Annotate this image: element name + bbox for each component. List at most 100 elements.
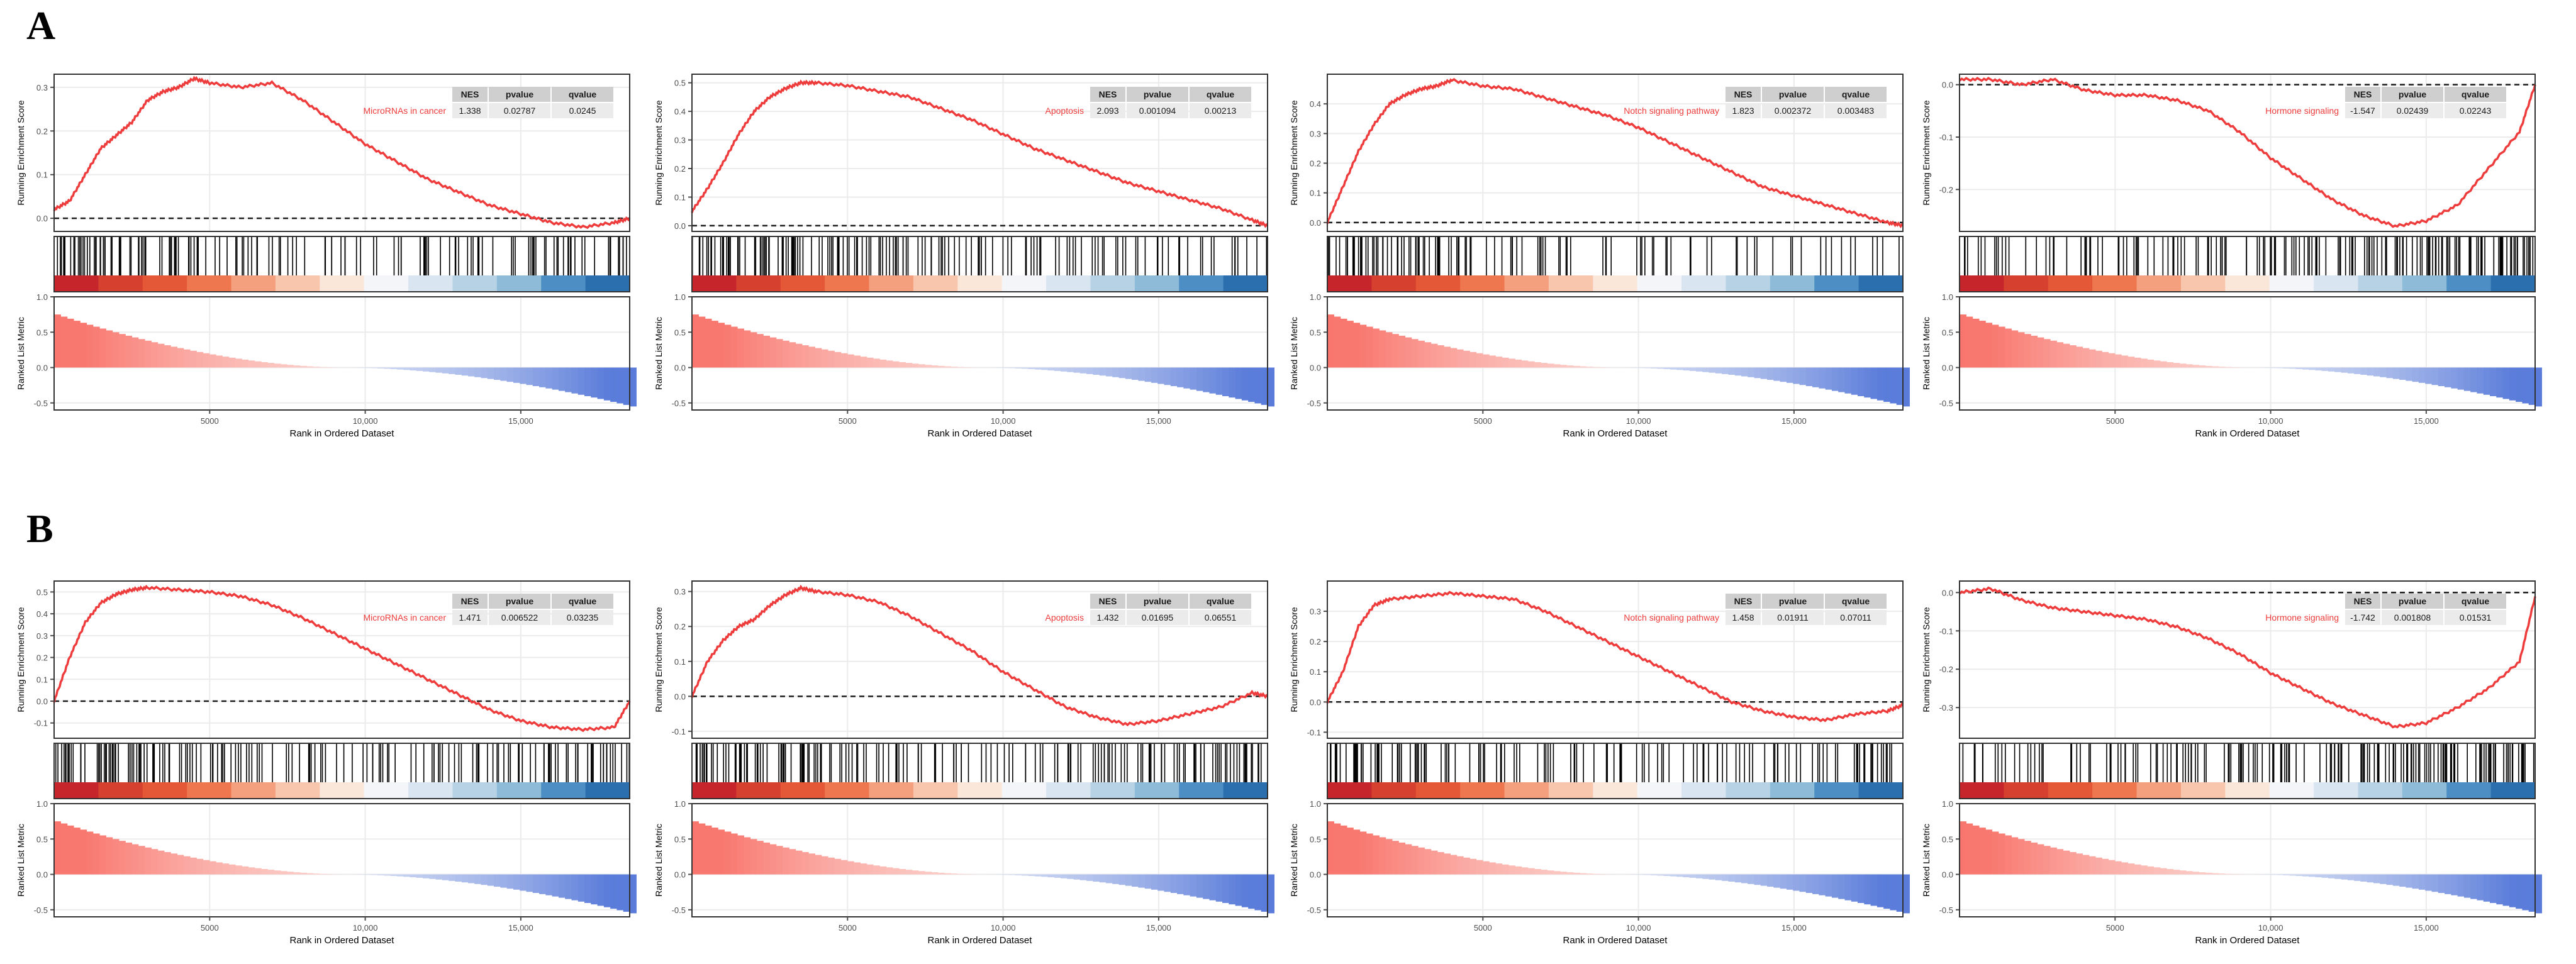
rank-slice (2490, 874, 2497, 903)
rank-slice (1896, 367, 1904, 405)
rank-slice (886, 867, 893, 875)
rank-slice (808, 346, 816, 368)
rank-slice (2328, 874, 2335, 878)
rank-slice (2516, 367, 2523, 402)
rank-slice (737, 328, 744, 368)
rank-slice (2069, 345, 2077, 368)
es-tick-label: 0.4 (36, 609, 48, 619)
rank-slice (513, 367, 520, 383)
heat-segment (1134, 782, 1179, 799)
rank-slice (2502, 367, 2510, 399)
hit-panel-frame (1327, 743, 1904, 799)
rank-slice (808, 853, 816, 875)
rank-slice (500, 367, 508, 381)
rank-slice (1034, 874, 1042, 877)
rank-slice (2315, 367, 2322, 371)
pathway-name: Notch signaling pathway (1624, 612, 1719, 623)
rank-slice (1430, 850, 1438, 875)
rank-slice (260, 362, 268, 368)
stats-value-cell (1127, 103, 1188, 118)
hit-lines (55, 743, 630, 782)
rank-slice (2289, 874, 2297, 876)
rank-slice (1379, 837, 1386, 875)
rank-slice (1876, 367, 1884, 401)
heat-segment (1001, 275, 1047, 292)
rank-slice (597, 874, 605, 906)
rank-ylabel: Ranked List Metric (654, 824, 664, 897)
es-ylabel: Running Enrichment Score (16, 100, 26, 206)
rank-slice (1079, 874, 1087, 880)
rank-slice (267, 870, 275, 875)
rank-slice (2483, 367, 2490, 395)
rank-slice (1799, 874, 1807, 892)
rank-panel-frame (1327, 296, 1904, 411)
heat-segment (187, 275, 232, 292)
rank-ylabel: Ranked List Metric (1921, 317, 1931, 390)
rank-slice (769, 844, 777, 875)
es-tick-label: 0.1 (36, 170, 48, 180)
rank-slice (698, 316, 706, 368)
rank-slice (1592, 873, 1600, 875)
heat-segment (692, 275, 737, 292)
rank-slice (1268, 367, 1274, 407)
heat-segment (364, 275, 409, 292)
rank-slice (2496, 367, 2504, 398)
heat-segment (231, 275, 276, 292)
rank-slice (319, 873, 326, 875)
rank-slice (1541, 363, 1548, 368)
heat-segment (2092, 275, 2138, 292)
x-tick-label: 5000 (839, 416, 857, 426)
heat-segment (957, 275, 1003, 292)
stats-header-qvalue: qvalue (569, 596, 597, 606)
rank-slice (410, 367, 417, 371)
rank-slice (287, 365, 294, 368)
rank-slice (99, 835, 106, 875)
rank-slice (854, 862, 861, 875)
x-tick-label: 5000 (201, 923, 219, 933)
rank-slice (313, 873, 320, 875)
rank-slice (1385, 839, 1393, 875)
rank-slice (1992, 831, 1999, 875)
es-tick-label: 0.0 (674, 221, 686, 231)
rank-slice (1663, 367, 1671, 370)
rank-slice (1702, 874, 1710, 879)
hit-panel-frame (1959, 236, 2536, 292)
heat-segment (408, 275, 454, 292)
rank-slice (2457, 874, 2465, 897)
heat-segment (496, 275, 542, 292)
rank-slice (1870, 874, 1878, 906)
rank-slice (603, 874, 611, 907)
rank-panel-frame (1327, 803, 1904, 917)
rank-slice (228, 864, 236, 875)
rank-slice (209, 354, 216, 368)
rank-slice (1709, 874, 1716, 880)
rank-slice (1372, 328, 1380, 368)
stats-value-pvalue: 0.001808 (2394, 612, 2431, 623)
rank-slice (2121, 355, 2128, 368)
es-panel-frame (691, 74, 1268, 232)
rank-slice (565, 367, 572, 392)
gsea-plot-3: 0.0 0.1 0.2 0.3 0.4 Running Enrichment Score N… (1289, 74, 1910, 439)
rank-slice (2451, 367, 2458, 389)
rank-slice (1890, 874, 1897, 911)
heat-segment (1681, 275, 1727, 292)
rank-slice (1022, 874, 1029, 876)
rank-slice (1235, 367, 1242, 399)
heat-segment (1814, 275, 1860, 292)
rank-slice (944, 873, 951, 875)
rank-slice (267, 363, 275, 368)
rank-slice (1170, 874, 1178, 894)
heat-segment (1637, 275, 1682, 292)
stats-value-cell (2445, 103, 2506, 118)
rank-slice (177, 855, 184, 875)
pathway-name: MicroRNAs in cancer (364, 612, 447, 623)
x-tick-label: 5000 (1474, 416, 1492, 426)
rank-slice (2134, 357, 2141, 368)
heat-segment (1090, 275, 1135, 292)
heat-segment (2225, 782, 2270, 799)
rank-slice (1138, 874, 1146, 888)
rank-slice (2031, 335, 2038, 368)
rank-slice (1118, 367, 1126, 379)
hit-lines (1327, 236, 1900, 275)
rank-slice (2354, 874, 2361, 881)
